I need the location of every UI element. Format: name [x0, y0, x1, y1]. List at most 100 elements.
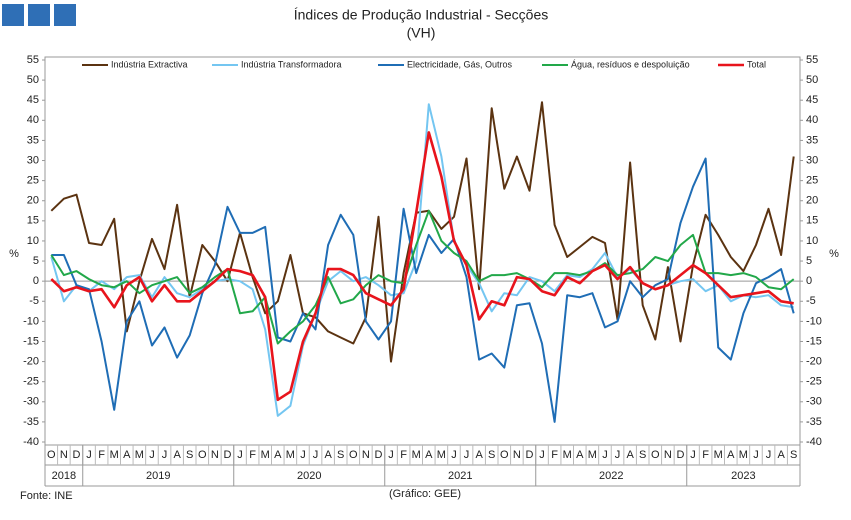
x-tick-label: J [162, 449, 168, 461]
year-label: 2023 [731, 470, 755, 482]
x-tick-label: O [198, 449, 207, 461]
legend-label: Total [747, 59, 766, 69]
x-tick-label: A [173, 449, 181, 461]
y-tick-label: 20 [27, 195, 39, 207]
y2-tick-label: -20 [806, 355, 822, 367]
x-tick-label: S [488, 449, 495, 461]
x-tick-label: J [300, 449, 306, 461]
y-tick-label: -5 [29, 295, 39, 307]
y-tick-label: 5 [33, 255, 39, 267]
x-tick-label: S [790, 449, 797, 461]
x-tick-label: M [739, 449, 748, 461]
y2-tick-label: -30 [806, 396, 822, 408]
x-tick-label: M [563, 449, 572, 461]
year-label: 2021 [448, 470, 472, 482]
x-tick-label: N [664, 449, 672, 461]
y-tick-label: -30 [23, 396, 39, 408]
x-tick-label: A [425, 449, 433, 461]
y-tick-label: 35 [27, 134, 39, 146]
y2-tick-label: 40 [806, 114, 818, 126]
y-tick-label: -10 [23, 315, 39, 327]
x-tick-label: D [223, 449, 231, 461]
x-tick-label: A [727, 449, 735, 461]
y2-tick-label: 20 [806, 195, 818, 207]
y-tick-label: -20 [23, 355, 39, 367]
legend-label: Indústria Extractiva [111, 59, 188, 69]
year-label: 2019 [146, 470, 170, 482]
x-tick-label: D [374, 449, 382, 461]
y2-tick-label: 15 [806, 215, 818, 227]
x-tick-label: J [602, 449, 608, 461]
x-tick-label: J [615, 449, 621, 461]
x-tick-label: J [388, 449, 394, 461]
x-tick-label: A [777, 449, 785, 461]
y-tick-label: 45 [27, 94, 39, 106]
x-tick-label: S [639, 449, 646, 461]
x-tick-label: J [690, 449, 696, 461]
x-tick-label: O [349, 449, 358, 461]
year-label: 2020 [297, 470, 321, 482]
x-tick-label: M [261, 449, 270, 461]
series-line [50, 101, 795, 363]
y-tick-label: 25 [27, 175, 39, 187]
x-tick-label: N [362, 449, 370, 461]
x-tick-label: N [513, 449, 521, 461]
y2-tick-label: 35 [806, 134, 818, 146]
logo-block [2, 4, 24, 26]
y-tick-label: -40 [23, 436, 39, 448]
x-tick-label: A [475, 449, 483, 461]
series-line [51, 157, 795, 423]
x-tick-label: O [47, 449, 56, 461]
x-tick-label: A [274, 449, 282, 461]
x-tick-label: O [500, 449, 509, 461]
x-tick-label: M [714, 449, 723, 461]
year-label: 2018 [52, 470, 76, 482]
x-tick-label: F [702, 449, 709, 461]
x-tick-label: J [451, 449, 457, 461]
x-tick-label: F [98, 449, 105, 461]
x-tick-label: N [60, 449, 68, 461]
series-line [50, 209, 795, 345]
x-tick-label: O [651, 449, 660, 461]
logo-block [28, 4, 50, 26]
y2-tick-label: -40 [806, 436, 822, 448]
x-tick-label: A [626, 449, 634, 461]
y-tick-label: 55 [27, 54, 39, 66]
y-tick-label: 10 [27, 235, 39, 247]
x-tick-label: M [412, 449, 421, 461]
x-tick-label: S [337, 449, 344, 461]
x-tick-label: J [464, 449, 470, 461]
series-line [50, 131, 794, 402]
note: (Gráfico: GEE) [389, 488, 461, 500]
chart-subtitle: (VH) [407, 25, 436, 41]
y-tick-label: 0 [33, 275, 39, 287]
legend-label: Água, resíduos e despoluição [571, 59, 690, 69]
y2-tick-label: -10 [806, 315, 822, 327]
x-tick-label: J [313, 449, 319, 461]
x-tick-label: N [211, 449, 219, 461]
y-tick-label: -25 [23, 376, 39, 388]
chart-title: Índices de Produção Industrial - Secções [294, 7, 548, 23]
y2-tick-label: 5 [806, 255, 812, 267]
x-tick-label: F [249, 449, 256, 461]
x-tick-label: A [576, 449, 584, 461]
x-tick-label: J [237, 449, 243, 461]
y2-tick-label: 55 [806, 54, 818, 66]
x-tick-label: J [149, 449, 155, 461]
x-tick-label: S [186, 449, 193, 461]
x-tick-label: M [437, 449, 446, 461]
y-tick-label: 50 [27, 74, 39, 86]
x-tick-label: D [525, 449, 533, 461]
x-tick-label: J [753, 449, 759, 461]
y2-tick-label: 45 [806, 94, 818, 106]
y-tick-label: 15 [27, 215, 39, 227]
y-axis-label: % [9, 248, 19, 260]
x-tick-label: J [766, 449, 772, 461]
y2-tick-label: 50 [806, 74, 818, 86]
y2-tick-label: -35 [806, 416, 822, 428]
x-tick-label: M [588, 449, 597, 461]
series-line [50, 103, 794, 417]
y2-tick-label: 25 [806, 175, 818, 187]
x-tick-label: D [72, 449, 80, 461]
